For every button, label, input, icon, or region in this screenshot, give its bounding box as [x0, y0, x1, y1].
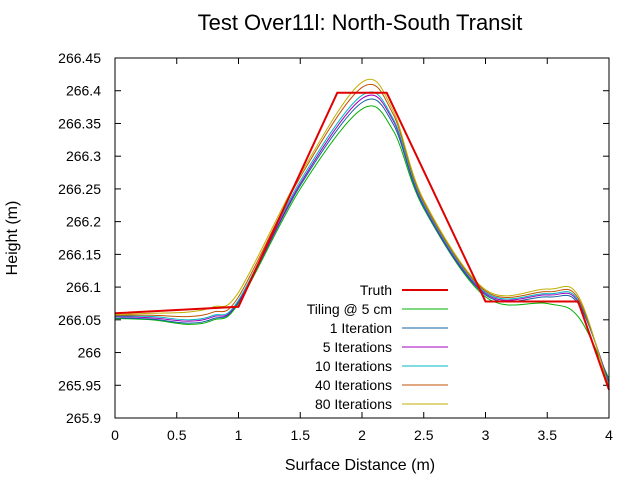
- legend-label-5-iterations: 5 Iterations: [323, 339, 392, 355]
- x-tick-label: 1: [235, 427, 243, 443]
- x-tick-label: 2.5: [414, 427, 434, 443]
- series-line-40-iterations: [114, 83, 610, 388]
- series-line-10-iterations: [114, 91, 610, 386]
- x-tick-label: 1.5: [291, 427, 311, 443]
- legend-label-10-iterations: 10 Iterations: [315, 358, 392, 374]
- series-line-tiling-5-cm: [114, 105, 610, 379]
- legend-label-1-iteration: 1 Iteration: [330, 320, 392, 336]
- y-tick-label: 265.95: [58, 377, 101, 393]
- y-tick-label: 266.2: [66, 214, 101, 230]
- x-tick-label: 2: [358, 427, 366, 443]
- chart-title: Test Over11l: North-South Transit: [198, 10, 523, 35]
- series-line-80-iterations: [114, 78, 610, 390]
- y-axis-label: Height (m): [4, 201, 21, 276]
- x-axis-label: Surface Distance (m): [285, 457, 435, 474]
- y-tick-label: 265.9: [66, 410, 101, 426]
- x-tick-label: 0: [111, 427, 119, 443]
- y-tick-label: 266.25: [58, 181, 101, 197]
- y-tick-label: 266.15: [58, 246, 101, 262]
- legend-label-tiling-5-cm: Tiling @ 5 cm: [307, 301, 392, 317]
- legend-label-80-iterations: 80 Iterations: [315, 396, 392, 412]
- y-tick-label: 266.4: [66, 83, 101, 99]
- y-tick-label: 266.45: [58, 50, 101, 66]
- series-line-5-iterations: [114, 94, 610, 384]
- y-tick-label: 266.1: [66, 279, 101, 295]
- x-tick-label: 4: [605, 427, 613, 443]
- series-line-truth: [114, 91, 610, 391]
- plot-frame: [114, 57, 610, 419]
- y-tick-label: 266.3: [66, 148, 101, 164]
- y-tick-label: 266.35: [58, 115, 101, 131]
- y-tick-label: 266: [78, 345, 102, 361]
- legend-label-truth: Truth: [360, 282, 392, 298]
- series-line-1-iteration: [114, 98, 610, 383]
- axis-ticks: 0 0.5 1 1.5 2 2.5 3 3.5 4 265.9 265.95 266 266.05 266…: [58, 50, 613, 443]
- legend-label-40-iterations: 40 Iterations: [315, 377, 392, 393]
- x-tick-label: 0.5: [167, 427, 187, 443]
- x-tick-label: 3: [482, 427, 490, 443]
- y-tick-label: 266.05: [58, 312, 101, 328]
- x-tick-label: 3.5: [538, 427, 558, 443]
- legend: Truth Tiling @ 5 cm 1 Iteration 5 Iteration…: [307, 282, 448, 412]
- series-layer: [114, 78, 610, 391]
